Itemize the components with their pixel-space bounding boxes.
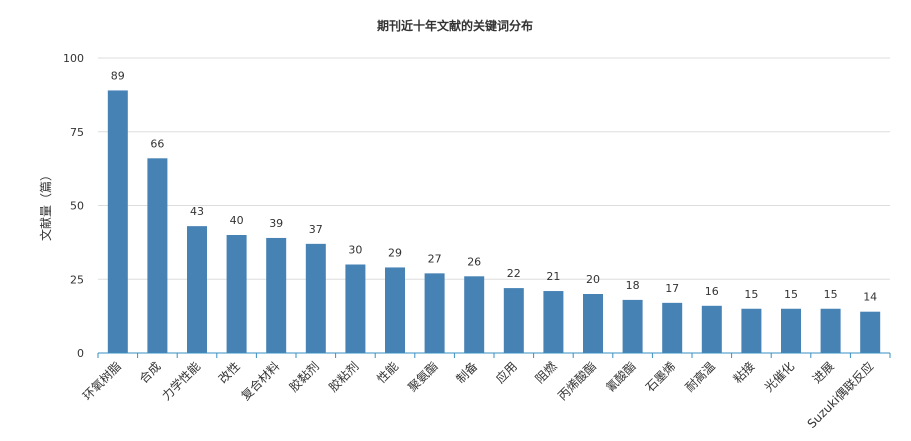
x-tick-label: 石墨烯 xyxy=(643,359,678,394)
data-label: 66 xyxy=(150,137,164,150)
bar[interactable] xyxy=(226,235,247,353)
x-tick-label: 进展 xyxy=(810,359,837,386)
data-labels: 89 66 43 40 39 37 30 29 27 26 22 21 20 18 17 16 15 15 15 14 xyxy=(111,69,877,303)
bar[interactable] xyxy=(662,302,683,353)
data-label: 20 xyxy=(586,273,600,286)
bar[interactable] xyxy=(781,308,801,353)
x-tick-label: 光催化 xyxy=(762,359,797,394)
y-tick-label: 75 xyxy=(70,126,84,139)
y-tick-label: 0 xyxy=(77,347,84,360)
bar[interactable] xyxy=(543,291,564,353)
x-tick-label: 合成 xyxy=(136,359,164,387)
data-label: 30 xyxy=(348,244,362,257)
y-tick-label: 100 xyxy=(63,52,84,65)
x-tick-label: 力学性能 xyxy=(159,359,204,404)
bar[interactable] xyxy=(820,308,841,353)
x-tick-label: 胶黏剂 xyxy=(286,359,322,395)
y-axis-label: 文献量（篇） xyxy=(38,169,53,241)
y-axis-ticks: 0 25 50 75 100 xyxy=(63,52,84,360)
data-label: 22 xyxy=(507,267,521,280)
data-label: 43 xyxy=(190,205,204,218)
data-label: 14 xyxy=(863,291,877,304)
x-tick-label: 阻燃 xyxy=(532,359,560,387)
x-tick-label: 聚氨酯 xyxy=(405,359,440,394)
bar[interactable] xyxy=(464,276,485,353)
bar[interactable] xyxy=(583,294,603,353)
x-tick-label: 性能 xyxy=(374,359,401,386)
bar[interactable] xyxy=(701,305,722,353)
data-label: 15 xyxy=(744,288,758,301)
data-label: 15 xyxy=(824,288,838,301)
data-label: 16 xyxy=(705,285,719,298)
data-label: 27 xyxy=(428,252,442,265)
y-tick-label: 50 xyxy=(70,200,84,213)
data-label: 40 xyxy=(230,214,244,227)
bar[interactable] xyxy=(187,226,207,353)
x-tick-label: 改性 xyxy=(216,359,243,386)
data-label: 21 xyxy=(546,270,560,283)
bar[interactable] xyxy=(266,237,287,353)
bar[interactable] xyxy=(345,264,366,354)
x-tick-label: 粘接 xyxy=(730,359,758,387)
x-tick-label: 胶粘剂 xyxy=(325,359,361,395)
data-label: 15 xyxy=(784,288,798,301)
y-tick-label: 25 xyxy=(70,273,84,286)
bar[interactable] xyxy=(147,158,168,353)
data-label: 89 xyxy=(111,69,125,82)
bar[interactable] xyxy=(622,299,643,353)
bar[interactable] xyxy=(741,308,762,353)
data-label: 18 xyxy=(626,279,640,292)
x-tick-label: 耐高温 xyxy=(682,359,718,395)
bar[interactable] xyxy=(424,273,445,353)
data-label: 37 xyxy=(309,223,323,236)
grid-lines xyxy=(98,57,890,280)
x-tick-label: 环氧树脂 xyxy=(79,359,124,404)
bar[interactable] xyxy=(860,311,881,353)
chart-title: 期刊近十年文献的关键词分布 xyxy=(377,18,533,33)
bar[interactable] xyxy=(305,243,326,353)
x-tick-label: 制备 xyxy=(453,359,480,386)
bar[interactable] xyxy=(107,90,128,353)
x-tick-label: 氰酸酯 xyxy=(603,359,639,395)
x-tick-label: 复合材料 xyxy=(238,359,283,404)
data-label: 39 xyxy=(269,217,283,230)
x-tick-label: 丙烯酸酯 xyxy=(555,359,600,404)
x-tick-label: 应用 xyxy=(492,359,520,387)
bar[interactable] xyxy=(503,288,524,353)
data-label: 17 xyxy=(665,282,679,295)
bars xyxy=(107,90,881,354)
data-label: 29 xyxy=(388,246,402,259)
x-tick-label: Suzuki偶联反应 xyxy=(804,359,876,431)
data-label: 26 xyxy=(467,255,481,268)
bar[interactable] xyxy=(385,267,405,353)
